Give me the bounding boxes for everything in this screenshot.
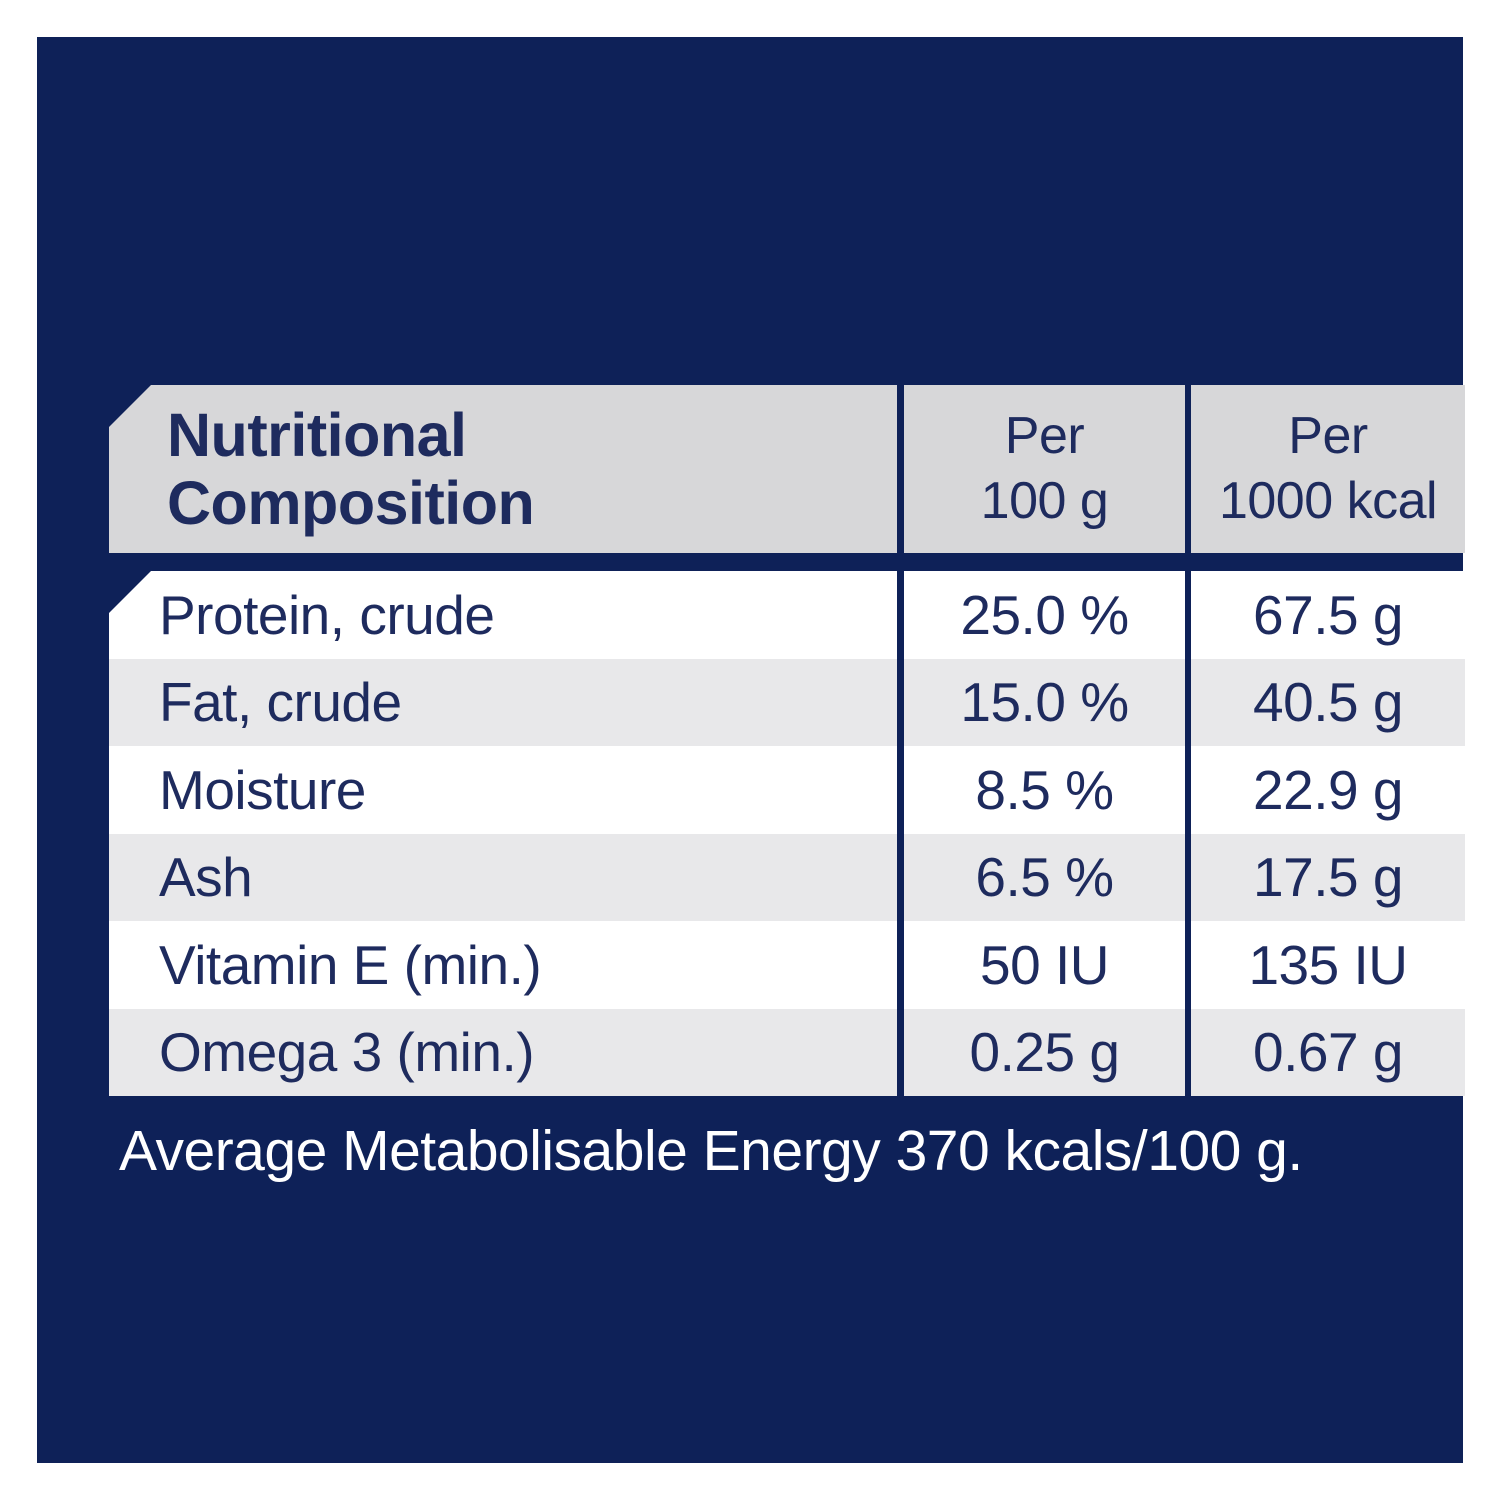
table-row-moisture: Moisture 8.5 % 22.9 g — [109, 746, 1465, 834]
column-divider — [897, 385, 904, 553]
row-value-per-100g: 50 IU — [904, 921, 1185, 1009]
column-divider — [897, 746, 904, 834]
packaging-panel: Nutritional Composition Per 100 g Per 10… — [37, 37, 1465, 1463]
table-row-vitamin-e: Vitamin E (min.) 50 IU 135 IU — [109, 921, 1465, 1009]
table-body: Protein, crude 25.0 % 67.5 g Fat, crude … — [109, 571, 1465, 1096]
row-label: Omega 3 (min.) — [109, 1008, 897, 1096]
col-header-per-100g: Per 100 g — [904, 385, 1185, 553]
table-title-line2: Composition — [167, 469, 535, 537]
column-divider — [897, 834, 904, 922]
table-row-fat: Fat, crude 15.0 % 40.5 g — [109, 658, 1465, 747]
header-body-gap — [109, 553, 1465, 571]
col-header-per-1000kcal-line2: 1000 kcal — [1218, 472, 1438, 530]
row-value-per-1000kcal: 67.5 g — [1191, 571, 1465, 659]
col-header-per-100g-line1: Per — [1004, 407, 1085, 465]
row-label: Fat, crude — [109, 658, 897, 746]
column-divider — [897, 921, 904, 1009]
column-divider — [897, 659, 904, 747]
row-value-per-1000kcal: 135 IU — [1191, 921, 1465, 1009]
nutrition-table: Nutritional Composition Per 100 g Per 10… — [109, 385, 1465, 1096]
metabolisable-energy-note: Average Metabolisable Energy 370 kcals/1… — [119, 1119, 1303, 1183]
table-title-line1: Nutritional — [167, 400, 467, 469]
row-value-per-1000kcal: 17.5 g — [1191, 833, 1465, 921]
row-value-per-1000kcal: 0.67 g — [1191, 1008, 1465, 1096]
column-divider — [897, 1009, 904, 1097]
row-value-per-100g: 8.5 % — [904, 746, 1185, 834]
table-row-protein: Protein, crude 25.0 % 67.5 g — [109, 571, 1465, 659]
row-value-per-100g: 0.25 g — [904, 1008, 1185, 1096]
table-row-omega-3: Omega 3 (min.) 0.25 g 0.67 g — [109, 1008, 1465, 1097]
row-value-per-100g: 25.0 % — [904, 571, 1185, 659]
table-row-ash: Ash 6.5 % 17.5 g — [109, 833, 1465, 922]
col-header-per-100g-line2: 100 g — [980, 472, 1109, 530]
row-value-per-1000kcal: 40.5 g — [1191, 658, 1465, 746]
table-header: Nutritional Composition Per 100 g Per 10… — [109, 385, 1465, 553]
row-label: Protein, crude — [109, 571, 897, 659]
row-value-per-100g: 15.0 % — [904, 658, 1185, 746]
row-label: Vitamin E (min.) — [109, 921, 897, 1009]
column-divider — [897, 571, 904, 659]
col-header-per-1000kcal-line1: Per — [1288, 407, 1368, 465]
table-title: Nutritional Composition — [109, 385, 897, 553]
row-value-per-1000kcal: 22.9 g — [1191, 746, 1465, 834]
row-label: Moisture — [109, 746, 897, 834]
row-label: Ash — [109, 833, 897, 921]
col-header-per-1000kcal: Per 1000 kcal — [1191, 385, 1465, 553]
row-value-per-100g: 6.5 % — [904, 833, 1185, 921]
